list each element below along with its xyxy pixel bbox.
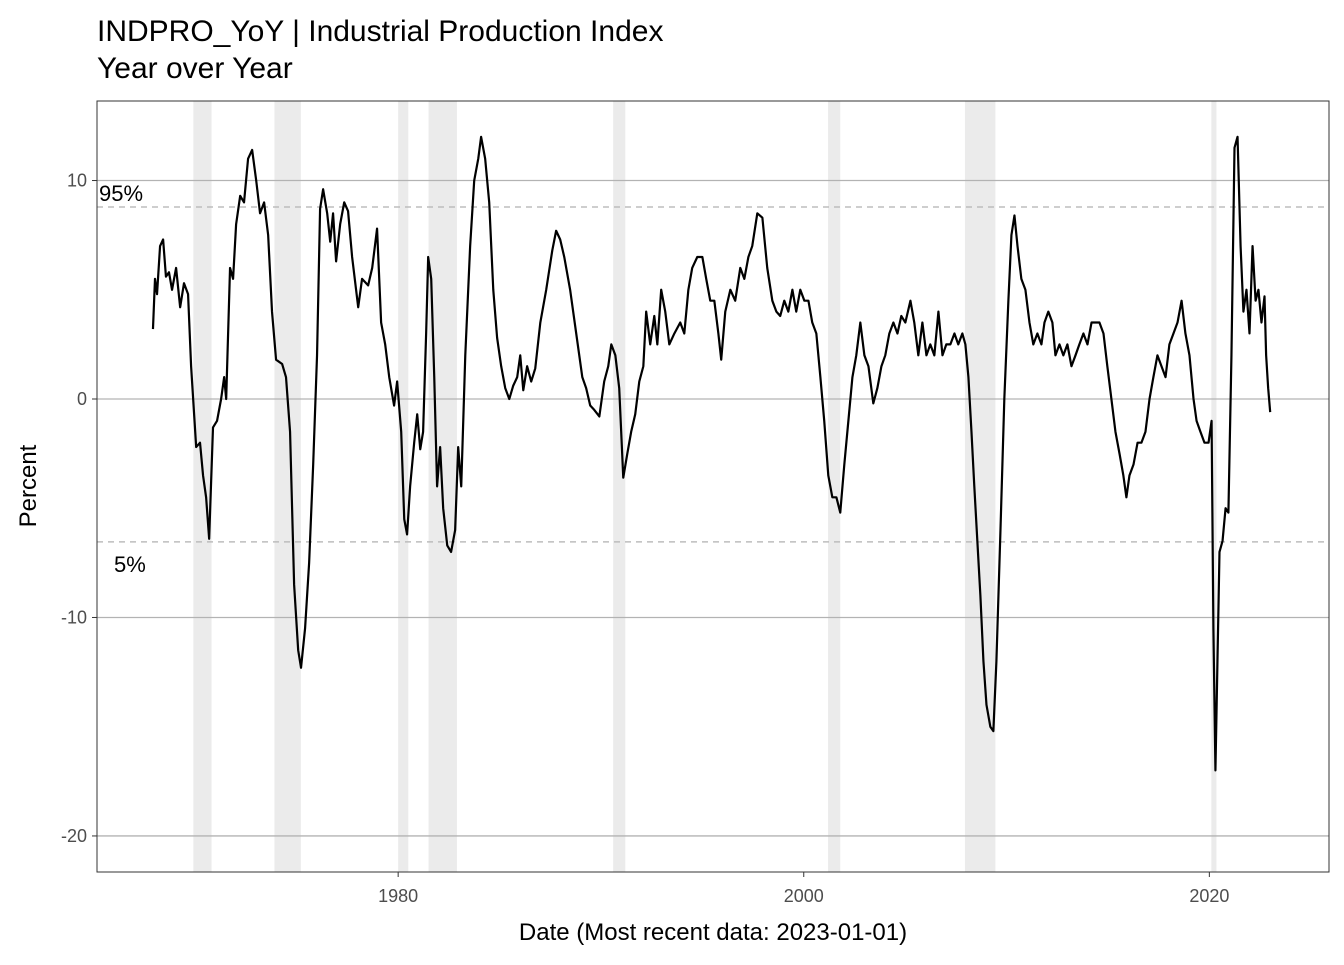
chart-subtitle: Year over Year: [97, 52, 293, 85]
recession-band: [274, 101, 301, 872]
recession-band: [613, 101, 626, 872]
recession-band: [964, 101, 996, 872]
chart-title: INDPRO_YoY | Industrial Production Index: [97, 15, 663, 48]
y-axis-label: Percent: [15, 444, 42, 527]
data-line: [151, 135, 1272, 772]
recession-band: [1211, 101, 1217, 872]
recession-band: [828, 101, 841, 872]
y-tick-label: -20: [61, 826, 87, 846]
reference-label: 95%: [99, 181, 143, 206]
plot-area: -20 -10 0 10 1980 2000 2020 95% 5%: [61, 100, 1330, 906]
x-tick-label: 1980: [378, 886, 418, 906]
x-axis-label: Date (Most recent data: 2023-01-01): [519, 919, 907, 946]
recession-band: [193, 101, 212, 872]
panel-border: [96, 100, 1330, 873]
y-tick-label: 10: [67, 171, 87, 191]
y-tick-label: -10: [61, 607, 87, 627]
x-tick-label: 2000: [784, 886, 824, 906]
y-tick-label: 0: [77, 389, 87, 409]
reference-label: 5%: [114, 552, 146, 577]
x-tick-label: 2020: [1189, 886, 1229, 906]
